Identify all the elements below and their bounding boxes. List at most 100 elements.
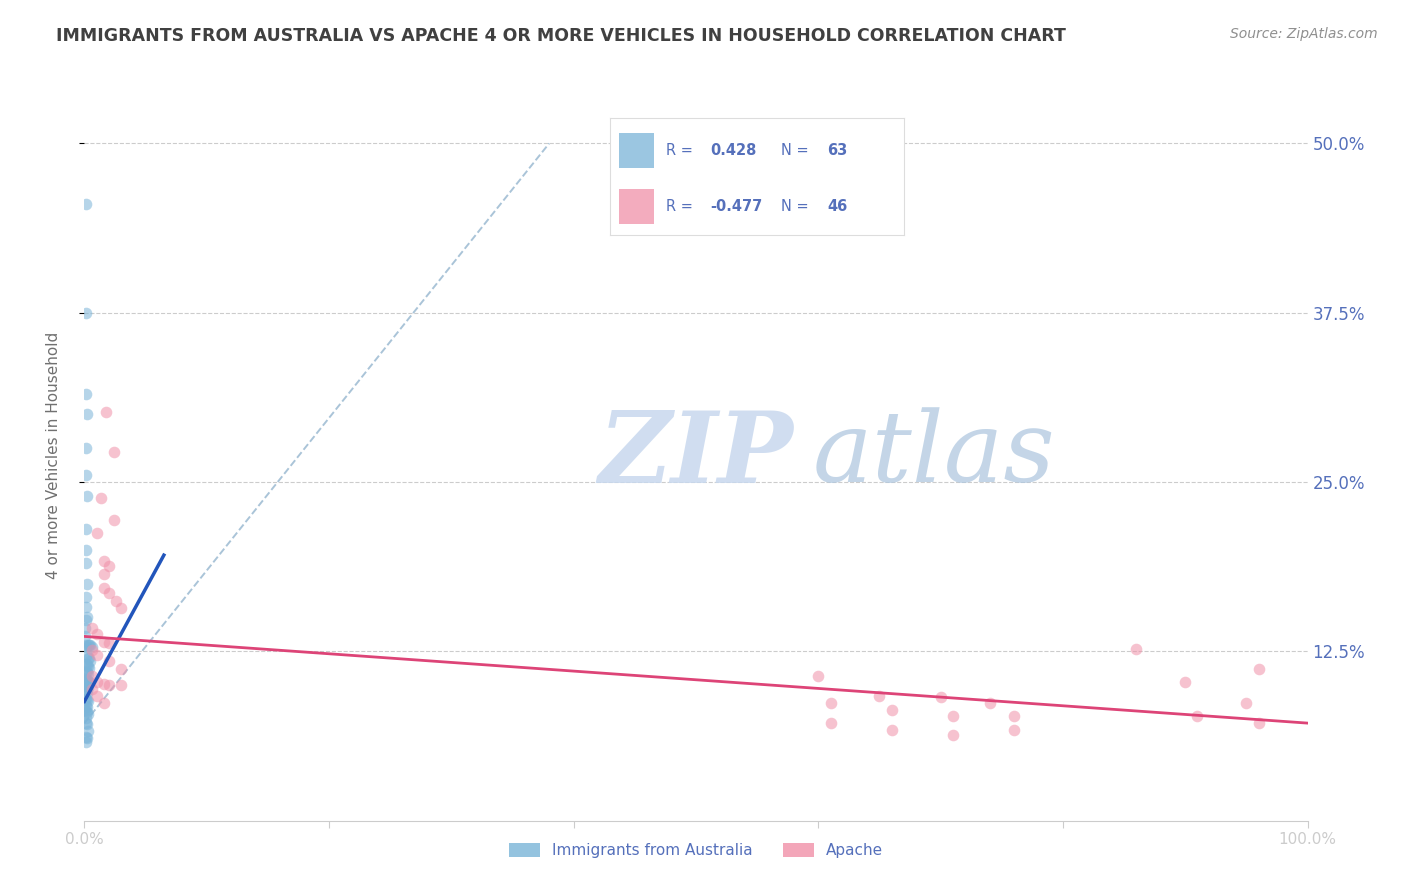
Point bbox=[73, 678, 96, 692]
Point bbox=[75, 730, 97, 744]
Point bbox=[76, 648, 98, 663]
Point bbox=[75, 691, 97, 706]
Point bbox=[77, 694, 100, 708]
Point bbox=[86, 648, 108, 663]
Point bbox=[75, 638, 97, 652]
Point bbox=[80, 682, 103, 697]
Point bbox=[75, 523, 97, 537]
Point bbox=[75, 678, 97, 692]
Point bbox=[86, 675, 108, 690]
Point bbox=[75, 640, 97, 655]
Point bbox=[77, 660, 100, 674]
Point bbox=[97, 559, 120, 574]
Point bbox=[93, 677, 115, 691]
Point bbox=[75, 542, 97, 557]
Point bbox=[73, 672, 96, 686]
Point bbox=[86, 689, 108, 703]
Point bbox=[869, 689, 891, 703]
Point bbox=[77, 706, 100, 721]
Point bbox=[76, 673, 98, 687]
Point bbox=[80, 640, 103, 655]
Point bbox=[77, 638, 100, 652]
Point bbox=[93, 696, 115, 710]
Point bbox=[76, 693, 98, 707]
Point bbox=[76, 576, 98, 591]
Point bbox=[80, 621, 103, 635]
Point bbox=[110, 662, 132, 676]
Point bbox=[76, 489, 98, 503]
Point bbox=[880, 723, 903, 737]
Point bbox=[93, 635, 115, 649]
Point bbox=[90, 491, 112, 506]
Point bbox=[979, 696, 1001, 710]
Point bbox=[880, 702, 903, 716]
Point bbox=[79, 638, 101, 652]
Point bbox=[73, 691, 96, 706]
Point bbox=[110, 678, 132, 692]
Legend: Immigrants from Australia, Apache: Immigrants from Australia, Apache bbox=[503, 837, 889, 864]
Point bbox=[93, 567, 115, 582]
Point bbox=[103, 513, 125, 527]
Point bbox=[77, 667, 100, 681]
Point bbox=[929, 690, 952, 705]
Point bbox=[77, 651, 100, 665]
Point bbox=[75, 613, 97, 627]
Y-axis label: 4 or more Vehicles in Household: 4 or more Vehicles in Household bbox=[46, 331, 60, 579]
Text: atlas: atlas bbox=[813, 408, 1054, 502]
Point bbox=[77, 674, 100, 689]
Point bbox=[93, 553, 115, 567]
Point bbox=[73, 683, 96, 698]
Point bbox=[75, 387, 97, 401]
Point bbox=[73, 702, 96, 716]
Point bbox=[942, 728, 965, 742]
Text: Source: ZipAtlas.com: Source: ZipAtlas.com bbox=[1230, 27, 1378, 41]
Point bbox=[1002, 709, 1025, 723]
Text: IMMIGRANTS FROM AUSTRALIA VS APACHE 4 OR MORE VEHICLES IN HOUSEHOLD CORRELATION : IMMIGRANTS FROM AUSTRALIA VS APACHE 4 OR… bbox=[56, 27, 1066, 45]
Point bbox=[76, 665, 98, 679]
Point bbox=[1002, 723, 1025, 737]
Point bbox=[1125, 641, 1147, 656]
Point bbox=[807, 669, 830, 683]
Point bbox=[75, 698, 97, 713]
Point bbox=[942, 709, 965, 723]
Point bbox=[76, 731, 98, 745]
Point bbox=[75, 556, 97, 570]
Point bbox=[1187, 709, 1209, 723]
Point bbox=[75, 685, 97, 699]
Point bbox=[1236, 696, 1258, 710]
Point bbox=[75, 441, 97, 455]
Point bbox=[97, 678, 120, 692]
Point bbox=[820, 716, 842, 731]
Point bbox=[1174, 675, 1197, 690]
Point bbox=[76, 680, 98, 694]
Point bbox=[76, 657, 98, 672]
Point bbox=[76, 610, 98, 624]
Point bbox=[96, 404, 118, 418]
Text: ZIP: ZIP bbox=[598, 407, 793, 503]
Point bbox=[77, 638, 100, 652]
Point bbox=[75, 468, 97, 483]
Point bbox=[75, 673, 97, 687]
Point bbox=[103, 445, 125, 459]
Point bbox=[80, 643, 103, 657]
Point bbox=[110, 601, 132, 615]
Point bbox=[75, 599, 97, 614]
Point bbox=[75, 306, 97, 320]
Point bbox=[75, 735, 97, 749]
Point bbox=[75, 665, 97, 679]
Point bbox=[75, 590, 97, 604]
Point bbox=[105, 594, 128, 608]
Point bbox=[76, 699, 98, 714]
Point bbox=[86, 626, 108, 640]
Point bbox=[820, 696, 842, 710]
Point bbox=[76, 686, 98, 700]
Point bbox=[77, 675, 100, 690]
Point bbox=[97, 636, 120, 650]
Point bbox=[97, 586, 120, 600]
Point bbox=[75, 716, 97, 731]
Point bbox=[77, 724, 100, 739]
Point bbox=[80, 669, 103, 683]
Point bbox=[77, 659, 100, 673]
Point bbox=[75, 711, 97, 725]
Point bbox=[86, 526, 108, 541]
